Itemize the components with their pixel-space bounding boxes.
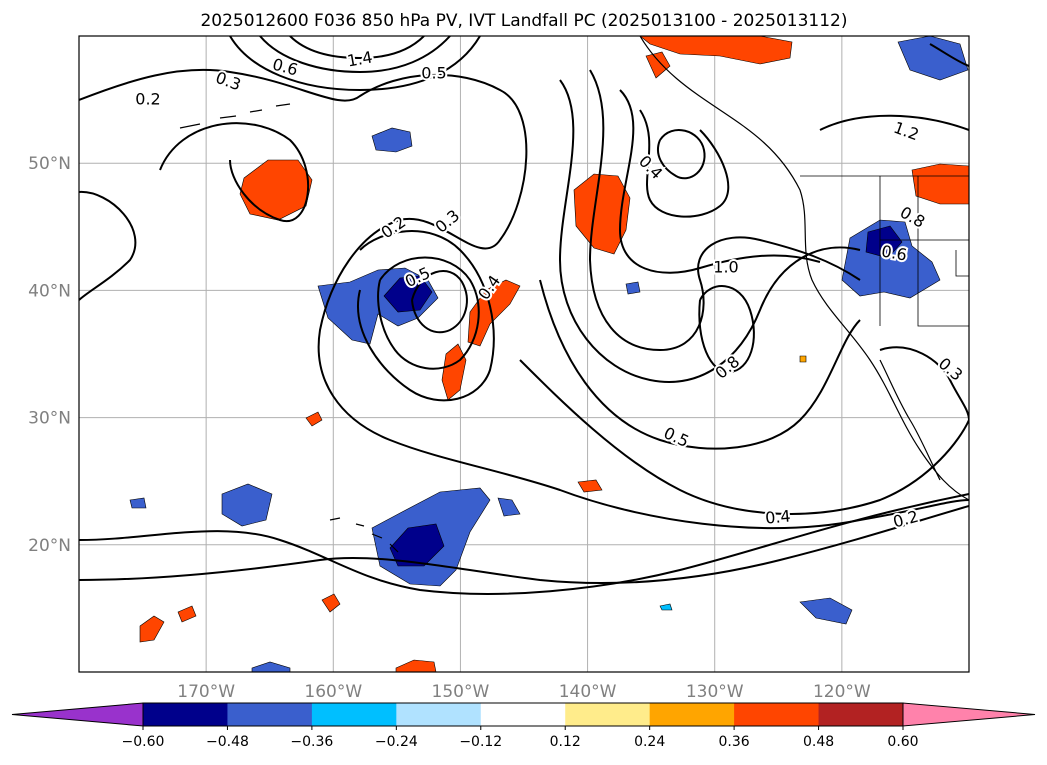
contour-0.2-south (79, 493, 969, 595)
colorbar: −0.60 −0.48 −0.36 −0.24 −0.12 0.12 0.24 0.36 0.4… (11, 702, 1036, 750)
contour-1.2-ridge (639, 109, 730, 218)
colorbar-extend-high (902, 702, 1036, 727)
lat-tick-label: 20°N (28, 536, 71, 556)
lat-tick-label: 40°N (28, 281, 71, 301)
orange-region-sw2 (177, 605, 197, 623)
contour-0.3-south (79, 505, 969, 585)
colorbar-tick-label: 0.24 (634, 734, 665, 750)
baja-coast (879, 359, 941, 481)
contour-0.6-ridge (558, 79, 861, 383)
contour-1.4-ridge (657, 129, 706, 180)
blue-region-coast (841, 219, 941, 299)
hawaii-islands (329, 517, 399, 553)
blue-region-west (221, 483, 273, 527)
orange-region-gulf (573, 173, 631, 255)
colorbar-segment (227, 703, 313, 726)
blue-region-sw (497, 497, 521, 517)
colorbar-frame (142, 702, 904, 727)
lon-tick-label: 170°W (177, 682, 235, 702)
political-borders (800, 175, 969, 327)
orange-region-north (239, 159, 313, 221)
orange-region-small2 (577, 479, 603, 493)
blue-region-north (371, 127, 413, 153)
map-panel: 0.20.30.6 0.51.41.20.2 0.30.40.50.41.00.80… (28, 35, 970, 702)
colorbar-segment (143, 703, 228, 726)
orange-region-trough2 (441, 343, 467, 401)
contour-0.4-central (377, 256, 480, 370)
colorbar-tick-label: 0.60 (887, 734, 918, 750)
contour-north-arcs3 (289, 36, 425, 60)
contour-0.8-ridge (588, 69, 861, 352)
chart-title: 2025012600 F036 850 hPa PV, IVT Landfall… (200, 11, 847, 31)
colorbar-segment (734, 703, 820, 726)
blue-region-small (129, 497, 147, 509)
colorbar-tick-label: −0.60 (122, 734, 165, 750)
coastlines (179, 36, 969, 553)
gridlines (79, 36, 969, 672)
colorbar-tick-label: 0.48 (803, 734, 834, 750)
latitude-tick-labels: 50°N 40°N 30°N 20°N (28, 154, 71, 556)
orange-region-tiny (799, 355, 807, 363)
contour-0.3-west (79, 190, 137, 301)
lon-tick-label: 140°W (559, 682, 617, 702)
lat-tick-label: 50°N (28, 154, 71, 174)
orange-region-small1 (305, 411, 323, 427)
lon-tick-label: 130°W (686, 682, 744, 702)
colorbar-segment (565, 703, 651, 726)
contour-0.2-west-loop (159, 122, 310, 223)
orange-region-east (911, 163, 969, 205)
colorbar-tick-label: 0.12 (550, 734, 581, 750)
colorbar-segment (311, 703, 397, 726)
positive-pv-shading (139, 36, 969, 672)
contour-label: 0.5 (421, 64, 446, 83)
orange-region-bottom (395, 659, 437, 672)
contour-1.0-ridge (618, 89, 821, 274)
colorbar-extend-low (11, 702, 144, 727)
contour-0.3-central (357, 230, 495, 402)
colorbar-tick-label: −0.24 (375, 734, 418, 750)
contour-label: 0.2 (135, 90, 160, 109)
contour-label: 1.0 (713, 258, 738, 277)
colorbar-segment (818, 703, 904, 726)
map-background (79, 36, 969, 672)
north-america-coast (639, 36, 969, 501)
contour-north-arcs2 (259, 36, 451, 74)
contour-north-arcs (229, 36, 481, 92)
colorbar-segment (480, 703, 566, 726)
contour-east-0.3 (879, 346, 969, 421)
colorbar-tick-label: −0.48 (206, 734, 249, 750)
colorbar-segment (396, 703, 482, 726)
lat-tick-label: 30°N (28, 409, 71, 429)
blue-region-ne (897, 36, 969, 81)
lon-tick-label: 120°W (813, 682, 871, 702)
lon-tick-label: 150°W (432, 682, 490, 702)
contour-label: 0.4 (764, 506, 791, 527)
blue-core-subtropical (389, 523, 445, 567)
colorbar-tick-label: −0.12 (459, 734, 502, 750)
longitude-tick-labels: 170°W 160°W 150°W 140°W 130°W 120°W (177, 682, 871, 702)
orange-region-sw3 (321, 593, 341, 613)
contour-0.5-central (411, 270, 468, 334)
state-borders (879, 176, 969, 327)
blue-core-coast (865, 225, 903, 259)
colorbar-segment (649, 703, 735, 726)
map-frame (78, 35, 970, 673)
colorbar-tick-label: 0.36 (719, 734, 750, 750)
blue-region-se (799, 597, 853, 625)
contour-0.8-loop (698, 285, 755, 374)
orange-region-alaska (645, 51, 671, 79)
orange-region-ne (639, 36, 793, 65)
aleutian-islands (179, 103, 291, 129)
colorbar-tick-label: −0.36 (290, 734, 333, 750)
contour-east-1.4 (929, 43, 969, 67)
contour-east-1.2 (819, 114, 969, 131)
contour-0.5-south (539, 279, 861, 450)
lon-tick-label: 160°W (304, 682, 362, 702)
blue-region-bottom (251, 661, 291, 672)
orange-region-sw1 (139, 615, 165, 643)
blue-region-tiny2 (625, 281, 641, 295)
blue-region-tiny (659, 603, 673, 611)
contour-0.2-north (79, 68, 969, 530)
